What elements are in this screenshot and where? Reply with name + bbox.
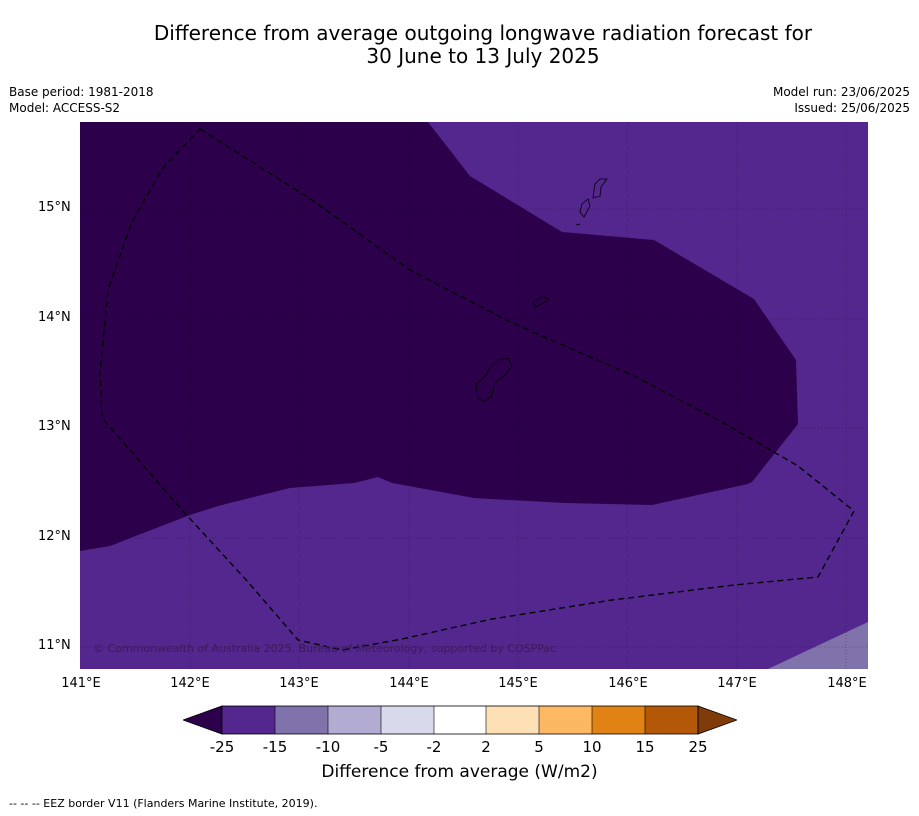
- colorbar-bin-3: [328, 706, 381, 734]
- model-name: Model: ACCESS-S2: [9, 101, 121, 115]
- model-run: Model run: 23/06/2025: [772, 85, 910, 99]
- island-saipan: [592, 178, 608, 199]
- colorbar-tick: -2: [426, 738, 442, 756]
- colorbar: [181, 704, 739, 736]
- colorbar-tick: 25: [688, 738, 708, 756]
- colorbar-tick: 2: [481, 738, 491, 756]
- lon-label-142e: 142°E: [170, 676, 210, 691]
- map-canvas: [80, 122, 868, 669]
- lon-label-143e: 143°E: [279, 676, 319, 691]
- colorbar-dividers: [274, 706, 646, 734]
- eez-legend-note: -- -- -- EEZ border V11 (Flanders Marine…: [9, 797, 318, 810]
- lon-label-146e: 146°E: [608, 676, 648, 691]
- islands: [475, 178, 608, 403]
- lat-label-13n: 13°N: [38, 419, 71, 434]
- title-line-1: Difference from average outgoing longwav…: [153, 21, 813, 45]
- colorbar-bin-2: [275, 706, 328, 734]
- colorbar-tick: 10: [582, 738, 602, 756]
- colorbar-bin-8: [592, 706, 645, 734]
- issued-date: Issued: 25/06/2025: [794, 101, 910, 115]
- lat-label-12n: 12°N: [38, 529, 71, 544]
- colorbar-frame: [221, 705, 699, 735]
- lon-label-145e: 145°E: [498, 676, 538, 691]
- colorbar-tick: -5: [373, 738, 389, 756]
- lat-label-15n: 15°N: [38, 200, 71, 215]
- colorbar-over-extend: [697, 705, 739, 735]
- lon-label-148e: 148°E: [827, 676, 867, 691]
- colorbar-bin-1: [222, 706, 275, 734]
- map-panel: [80, 122, 868, 669]
- colorbar-tick: 5: [534, 738, 544, 756]
- meta-right: Model run: 23/06/2025 Issued: 25/06/2025: [773, 84, 910, 116]
- colorbar-tick: 15: [635, 738, 655, 756]
- island-rota: [532, 296, 550, 308]
- lat-label-11n: 11°N: [38, 638, 71, 653]
- colorbar-tick: -15: [262, 738, 288, 756]
- island-tinian: [579, 198, 591, 218]
- lon-label-147e: 147°E: [717, 676, 757, 691]
- island-aguijan: [575, 223, 581, 226]
- region-strong-negative: [80, 122, 798, 551]
- graticule: [80, 122, 868, 669]
- map-title: Difference from average outgoing longwav…: [0, 22, 919, 68]
- colorbar-tick: -10: [315, 738, 341, 756]
- lat-label-14n: 14°N: [38, 310, 71, 325]
- base-period: Base period: 1981-2018: [9, 85, 154, 99]
- colorbar-bin-9: [645, 706, 698, 734]
- colorbar-bin-4: [381, 706, 434, 734]
- colorbar-label: Difference from average (W/m2): [321, 762, 598, 782]
- copyright-notice: © Commonwealth of Australia 2025, Bureau…: [93, 642, 557, 655]
- eez-border: [99, 128, 855, 651]
- colorbar-tick: -25: [209, 738, 235, 756]
- colorbar-bin-7: [539, 706, 592, 734]
- title-line-2: 30 June to 13 July 2025: [366, 44, 600, 68]
- meta-left: Base period: 1981-2018 Model: ACCESS-S2: [9, 84, 154, 116]
- lon-label-141e: 141°E: [61, 676, 101, 691]
- colorbar-bin-5: [434, 706, 486, 734]
- lon-label-144e: 144°E: [389, 676, 429, 691]
- colorbar-bin-6: [486, 706, 539, 734]
- colorbar-canvas: [181, 705, 739, 735]
- region-mild-negative: [768, 622, 868, 669]
- island-guam: [475, 357, 513, 403]
- colorbar-under-extend: [181, 705, 223, 735]
